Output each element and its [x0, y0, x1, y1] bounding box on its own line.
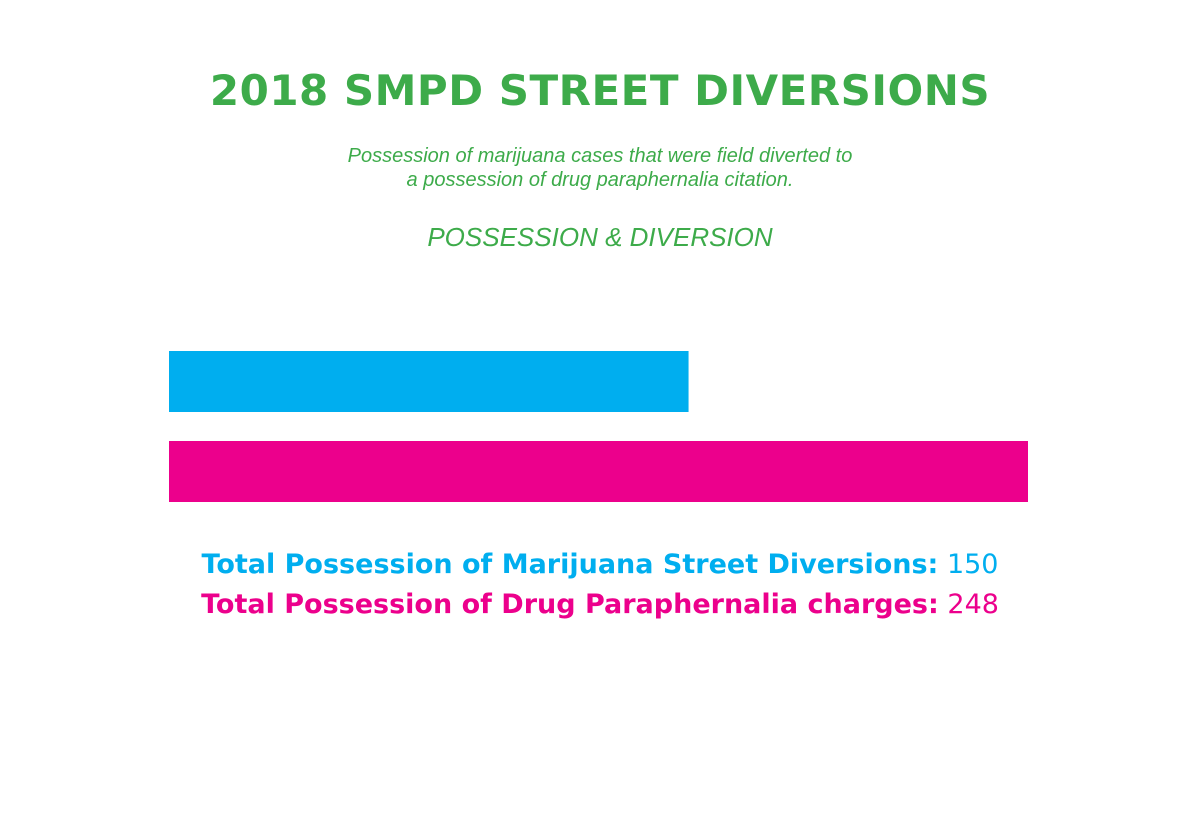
bar-paraphernalia-charges: [169, 441, 1028, 502]
legend-item-marijuana: Total Possession of Marijuana Street Div…: [0, 549, 1200, 580]
chart-heading: POSSESSION & DIVERSION: [427, 222, 773, 252]
legend-item-paraphernalia: Total Possession of Drug Paraphernalia c…: [0, 589, 1200, 620]
legend-value: 150: [946, 549, 999, 580]
chart-subtitle-line-2: a possession of drug paraphernalia citat…: [406, 169, 794, 191]
legend-label: Total Possession of Marijuana Street Div…: [201, 549, 939, 580]
legend-value: 248: [947, 589, 999, 620]
chart-subtitle-line-1: Possession of marijuana cases that were …: [347, 145, 853, 167]
chart-title: 2018 SMPD STREET DIVERSIONS: [209, 66, 991, 115]
bar-marijuana-diversions: [169, 351, 689, 412]
legend-label: Total Possession of Drug Paraphernalia c…: [201, 589, 939, 620]
